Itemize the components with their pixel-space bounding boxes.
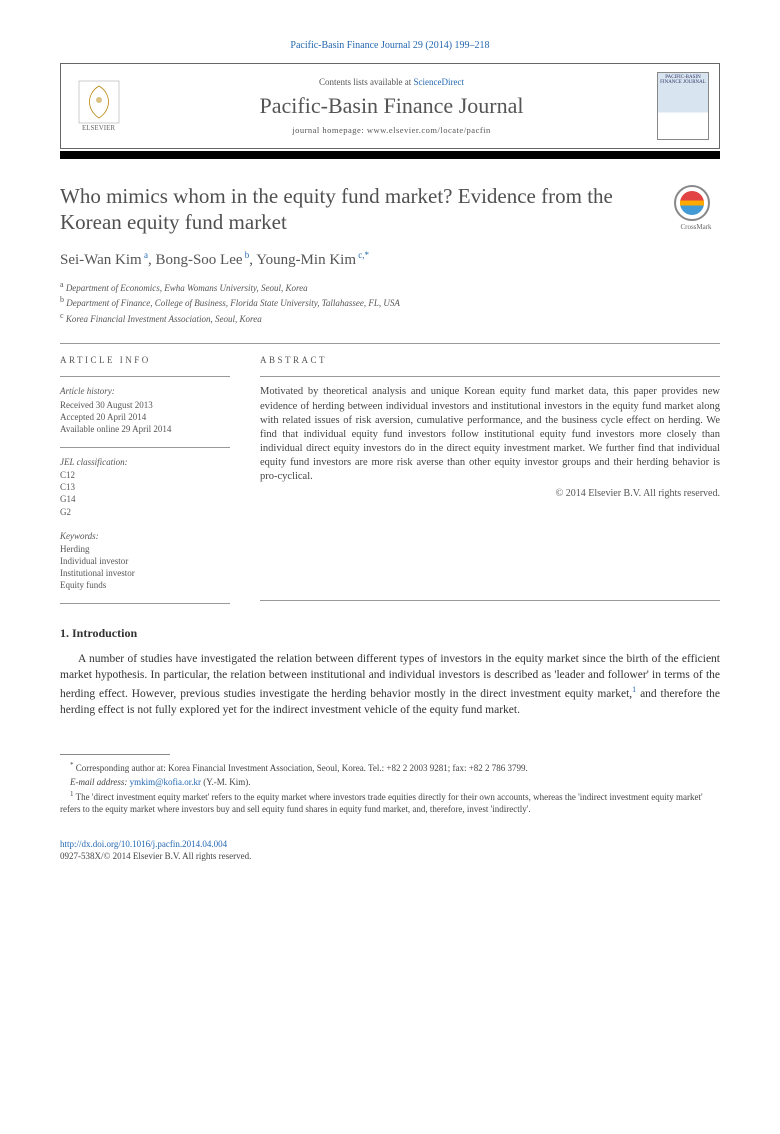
keywords-block: Keywords: Herding Individual investor In… bbox=[60, 530, 230, 592]
affiliations: a Department of Economics, Ewha Womans U… bbox=[60, 279, 720, 326]
abstract-copyright: © 2014 Elsevier B.V. All rights reserved… bbox=[260, 487, 720, 501]
crossmark-badge[interactable]: CrossMark bbox=[672, 183, 720, 231]
keywords-label: Keywords: bbox=[60, 530, 230, 542]
abstract-column: ABSTRACT Motivated by theoretical analys… bbox=[260, 354, 720, 604]
jel-code: C13 bbox=[60, 481, 230, 493]
info-rule bbox=[60, 376, 230, 377]
author-2: Bong-Soo Lee bbox=[155, 252, 242, 268]
sciencedirect-link[interactable]: ScienceDirect bbox=[414, 77, 464, 87]
corresponding-email-link[interactable]: ymkim@kofia.or.kr bbox=[130, 777, 201, 787]
header-divider-bar bbox=[60, 151, 720, 159]
author-list: Sei-Wan Kim a, Bong-Soo Lee b, Young-Min… bbox=[60, 250, 720, 269]
received-date: Received 30 August 2013 bbox=[60, 399, 230, 411]
affiliation-a: Department of Economics, Ewha Womans Uni… bbox=[66, 283, 308, 293]
intro-paragraph-1: A number of studies have investigated th… bbox=[60, 651, 720, 717]
author-2-affil: b bbox=[243, 250, 250, 260]
abstract-heading: ABSTRACT bbox=[260, 354, 720, 366]
keyword: Herding bbox=[60, 543, 230, 555]
email-tail: (Y.-M. Kim). bbox=[201, 777, 251, 787]
author-1-affil: a bbox=[142, 250, 148, 260]
issn-copyright-line: 0927-538X/© 2014 Elsevier B.V. All right… bbox=[60, 851, 720, 863]
homepage-prefix: journal homepage: bbox=[292, 125, 367, 135]
jel-code: C12 bbox=[60, 469, 230, 481]
article-info-heading: ARTICLE INFO bbox=[60, 354, 230, 366]
section-heading-introduction: 1. Introduction bbox=[60, 626, 720, 641]
abstract-rule-bottom bbox=[260, 600, 720, 601]
article-info-column: ARTICLE INFO Article history: Received 3… bbox=[60, 354, 230, 604]
header-center: Contents lists available at ScienceDirec… bbox=[136, 77, 647, 135]
author-3: Young-Min Kim bbox=[256, 252, 356, 268]
corresponding-marker: * bbox=[364, 250, 369, 260]
homepage-url[interactable]: www.elsevier.com/locate/pacfin bbox=[367, 125, 491, 135]
elsevier-logo: ELSEVIER bbox=[71, 76, 126, 136]
journal-reference: Pacific-Basin Finance Journal 29 (2014) … bbox=[60, 40, 720, 51]
article-history: Article history: Received 30 August 2013… bbox=[60, 385, 230, 435]
email-label: E-mail address: bbox=[70, 777, 130, 787]
doi-block: http://dx.doi.org/10.1016/j.pacfin.2014.… bbox=[60, 839, 720, 862]
corr-text: Corresponding author at: Korea Financial… bbox=[74, 763, 528, 773]
keyword: Equity funds bbox=[60, 579, 230, 591]
journal-header: ELSEVIER Contents lists available at Sci… bbox=[60, 63, 720, 149]
accepted-date: Accepted 20 April 2014 bbox=[60, 411, 230, 423]
journal-cover-thumbnail: PACIFIC-BASIN FINANCE JOURNAL bbox=[657, 72, 709, 140]
abstract-text: Motivated by theoretical analysis and un… bbox=[260, 385, 720, 484]
footnote-separator bbox=[60, 754, 170, 755]
contents-prefix: Contents lists available at bbox=[319, 77, 413, 87]
abstract-rule bbox=[260, 376, 720, 377]
doi-link[interactable]: http://dx.doi.org/10.1016/j.pacfin.2014.… bbox=[60, 839, 227, 849]
svg-text:CrossMark: CrossMark bbox=[680, 223, 712, 231]
section-rule-top bbox=[60, 343, 720, 344]
footnote-1: 1 The 'direct investment equity market' … bbox=[60, 790, 720, 815]
article-title: Who mimics whom in the equity fund marke… bbox=[60, 183, 652, 236]
keyword: Individual investor bbox=[60, 555, 230, 567]
contents-available-line: Contents lists available at ScienceDirec… bbox=[136, 77, 647, 87]
jel-classification: JEL classification: C12 C13 G14 G2 bbox=[60, 456, 230, 518]
history-label: Article history: bbox=[60, 385, 230, 397]
footnotes: * Corresponding author at: Korea Financi… bbox=[60, 761, 720, 816]
journal-homepage-line: journal homepage: www.elsevier.com/locat… bbox=[136, 125, 647, 135]
publisher-name: ELSEVIER bbox=[82, 124, 115, 132]
jel-code: G2 bbox=[60, 506, 230, 518]
journal-name: Pacific-Basin Finance Journal bbox=[136, 93, 647, 119]
email-footnote: E-mail address: ymkim@kofia.or.kr (Y.-M.… bbox=[60, 776, 720, 788]
affiliation-b: Department of Finance, College of Busine… bbox=[66, 298, 400, 308]
jel-code: G14 bbox=[60, 493, 230, 505]
affiliation-c: Korea Financial Investment Association, … bbox=[66, 314, 262, 324]
jel-label: JEL classification: bbox=[60, 456, 230, 468]
online-date: Available online 29 April 2014 bbox=[60, 423, 230, 435]
intro-p1-text: A number of studies have investigated th… bbox=[60, 653, 720, 699]
keyword: Institutional investor bbox=[60, 567, 230, 579]
fn1-text: The 'direct investment equity market' re… bbox=[60, 792, 703, 814]
corresponding-author-footnote: * Corresponding author at: Korea Financi… bbox=[60, 761, 720, 774]
author-1: Sei-Wan Kim bbox=[60, 252, 142, 268]
info-rule-2 bbox=[60, 447, 230, 448]
info-rule-3 bbox=[60, 603, 230, 604]
